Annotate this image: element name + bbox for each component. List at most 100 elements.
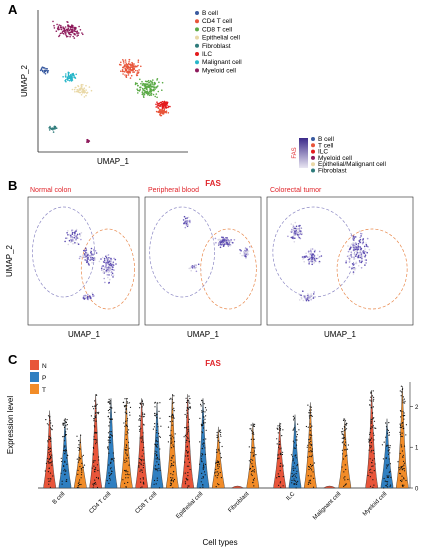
violin-point — [344, 445, 346, 447]
umap-point — [109, 278, 111, 281]
umap-point — [195, 266, 198, 269]
umap-point — [79, 91, 82, 94]
umap-point — [223, 237, 225, 240]
violin-point — [188, 418, 190, 420]
violin-point — [127, 471, 129, 473]
umap-point — [292, 237, 294, 239]
violin-point — [202, 454, 204, 456]
violin-point — [66, 463, 68, 465]
violin-point — [252, 423, 254, 425]
violin-point — [340, 431, 343, 433]
violin-point — [187, 438, 189, 440]
violin-point — [308, 451, 310, 453]
umap-point — [244, 247, 247, 249]
umap-point — [360, 233, 363, 235]
umap-point — [152, 89, 154, 91]
violin-point — [248, 446, 250, 448]
umap-point — [293, 227, 296, 230]
violin-point — [369, 445, 371, 447]
violin-point — [341, 428, 344, 430]
umap-point — [246, 254, 249, 256]
umap-point — [299, 294, 301, 296]
violin-point — [251, 431, 253, 433]
violin-point — [216, 477, 218, 479]
violin-point — [370, 421, 372, 423]
umap-point — [158, 81, 160, 84]
umap-point — [249, 246, 251, 248]
violin-point — [158, 464, 160, 466]
violin-point — [204, 463, 207, 465]
violin-point — [186, 412, 189, 414]
panel-b-ylabel: UMAP_2 — [5, 244, 14, 277]
umap-point — [156, 103, 159, 105]
violin-point — [374, 427, 376, 429]
violin-point — [140, 427, 142, 429]
umap-point — [71, 231, 74, 234]
umap-point — [350, 234, 353, 237]
violin-point — [343, 477, 345, 479]
umap-point — [152, 86, 155, 88]
violin-point — [295, 477, 297, 479]
violin-point — [345, 428, 348, 430]
violin-point — [403, 398, 405, 400]
umap-point — [71, 31, 73, 33]
violin-point — [50, 456, 52, 459]
violin-point — [200, 458, 203, 460]
violin-point — [373, 420, 376, 422]
violin-point — [90, 415, 92, 417]
violin-point — [64, 449, 66, 451]
violin-point — [78, 440, 80, 442]
violin-point — [143, 423, 145, 425]
violin-point — [127, 481, 129, 484]
violin-point — [45, 462, 48, 464]
violin-point — [386, 481, 388, 483]
violin-point — [154, 402, 156, 404]
violin-point — [80, 458, 82, 460]
violin-point — [219, 452, 221, 454]
violin-point — [48, 435, 50, 437]
violin-point — [49, 439, 51, 441]
violin-point — [185, 435, 187, 437]
violin-point — [63, 470, 65, 472]
umap-point — [298, 229, 301, 232]
violin-point — [139, 478, 141, 480]
violin-point — [172, 479, 174, 482]
violin-point — [204, 407, 207, 409]
umap-point — [318, 261, 321, 264]
violin-point — [189, 397, 191, 400]
umap-point — [83, 96, 86, 98]
violin-point — [96, 403, 98, 405]
umap-point — [76, 89, 78, 91]
umap-point — [67, 31, 69, 33]
umap-point — [149, 83, 152, 85]
violin-point — [141, 436, 143, 438]
violin-point — [308, 466, 311, 468]
violin-point — [124, 461, 126, 463]
violin-point — [94, 460, 96, 462]
violin-point — [402, 460, 405, 462]
violin-point — [371, 426, 373, 428]
violin-point — [124, 459, 126, 461]
umap-point — [137, 89, 139, 92]
violin-point — [186, 416, 188, 418]
umap-point — [311, 253, 314, 255]
violin-point — [91, 467, 93, 469]
cluster-outline — [200, 228, 257, 310]
violin-point — [141, 455, 143, 457]
umap-point — [137, 71, 140, 73]
panel-b-umap-scatter — [32, 206, 408, 310]
violin-point — [81, 471, 83, 473]
violin-point — [77, 484, 79, 487]
umap-point — [82, 84, 84, 86]
umap-point — [157, 90, 160, 93]
umap-point — [309, 249, 312, 252]
violin-point — [124, 482, 126, 484]
umap-point — [78, 25, 80, 28]
violin-point — [310, 444, 312, 447]
violin-point — [185, 455, 187, 457]
umap-point — [68, 32, 70, 34]
violin-point — [155, 439, 157, 441]
umap-point — [364, 259, 367, 261]
umap-point — [86, 295, 89, 298]
umap-point — [90, 247, 93, 250]
